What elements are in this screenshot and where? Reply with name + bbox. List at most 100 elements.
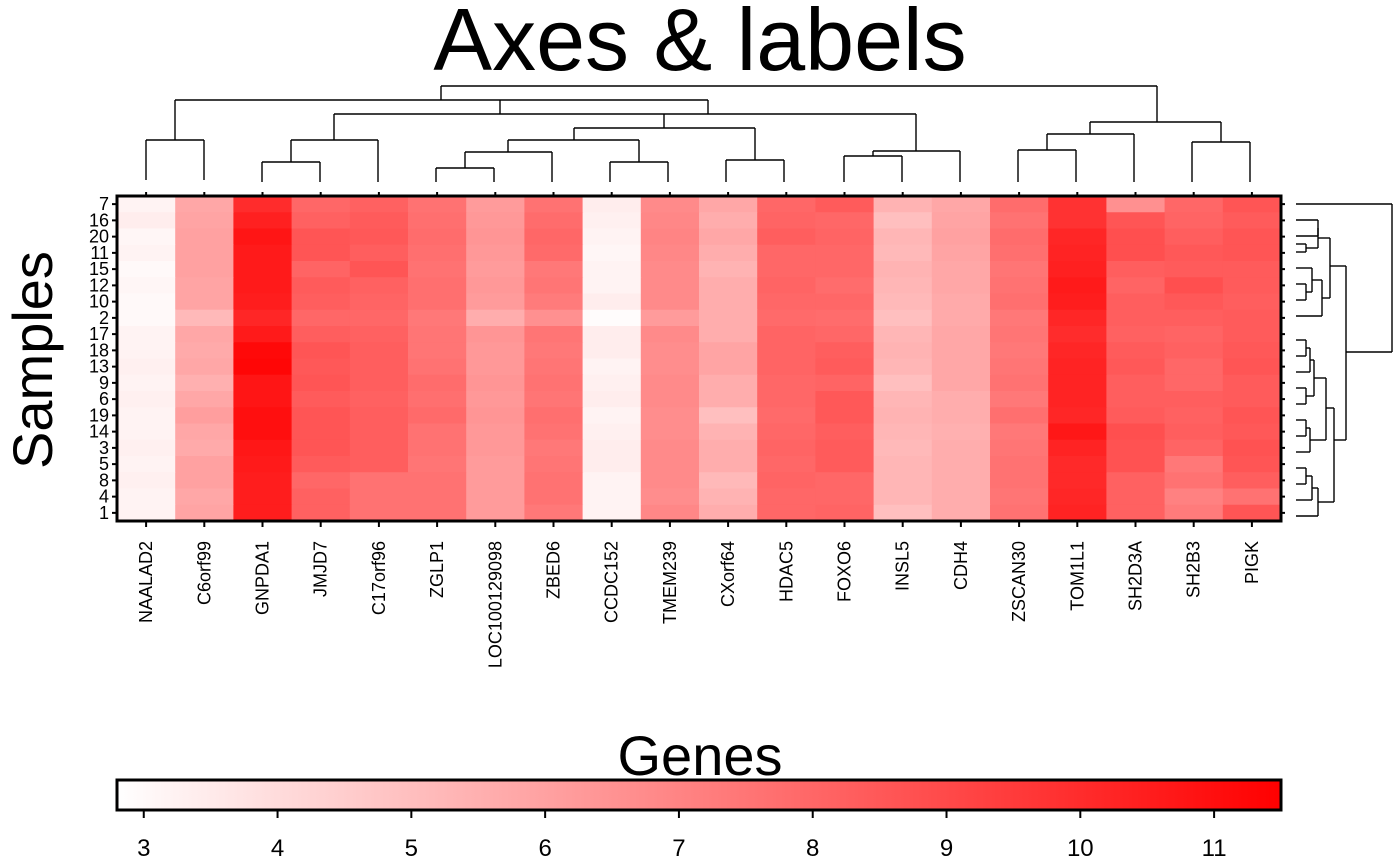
heatmap-cell	[931, 488, 991, 506]
heatmap-cell	[931, 261, 991, 278]
heatmap-cell	[1222, 261, 1282, 278]
heatmap-cell	[1164, 293, 1224, 311]
heatmap-cell	[931, 391, 991, 408]
column-label: FOXO6	[835, 541, 855, 602]
heatmap-cell	[640, 439, 700, 457]
heatmap-cell	[233, 196, 293, 213]
heatmap-cell	[349, 212, 409, 230]
heatmap-cell	[466, 228, 525, 246]
heatmap-cell	[931, 212, 991, 230]
heatmap-cell	[291, 277, 351, 295]
heatmap-cell	[757, 326, 816, 343]
heatmap-cell	[582, 488, 642, 506]
heatmap-cell	[349, 326, 409, 343]
heatmap-border	[115, 194, 1283, 523]
heatmap-cell	[466, 504, 525, 522]
heatmap-cell	[1164, 358, 1224, 376]
heatmap-cell	[117, 374, 176, 392]
heatmap-cell	[931, 326, 991, 343]
heatmap-cell	[408, 407, 467, 425]
heatmap-cell	[757, 293, 816, 311]
heatmap-cell	[175, 228, 234, 246]
heatmap-cell	[582, 391, 642, 408]
heatmap-cell	[1222, 228, 1282, 246]
heatmap-cell	[699, 423, 758, 441]
heatmap-cell	[1106, 342, 1166, 360]
heatmap-cell	[408, 423, 467, 441]
heatmap-cell	[349, 407, 409, 425]
row-label: 5	[99, 454, 109, 474]
heatmap-cell	[466, 358, 525, 376]
column-label: NAALAD2	[136, 541, 156, 623]
colorbar-tick-label: 7	[672, 835, 685, 862]
colorbar-tick-label: 9	[940, 835, 953, 862]
heatmap-cell	[582, 293, 642, 311]
heatmap-cell	[582, 407, 642, 425]
heatmap-cell	[117, 212, 176, 230]
heatmap-cell	[931, 439, 991, 457]
heatmap-cell	[582, 261, 642, 278]
column-label: CCDC152	[602, 541, 622, 623]
heatmap-cell	[582, 423, 642, 441]
heatmap-cell	[873, 342, 933, 360]
heatmap-cell	[990, 277, 1049, 295]
heatmap-cell	[873, 439, 933, 457]
heatmap-cell	[1106, 261, 1166, 278]
heatmap-cell	[524, 456, 584, 473]
heatmap-cell	[990, 391, 1049, 408]
heatmap-cell	[349, 309, 409, 327]
heatmap-cell	[349, 439, 409, 457]
heatmap-cell	[175, 407, 234, 425]
heatmap-cell	[175, 277, 234, 295]
heatmap-cell	[699, 504, 758, 522]
heatmap-cell	[1048, 244, 1107, 262]
heatmap-cell	[640, 504, 700, 522]
heatmap-cell	[815, 293, 875, 311]
heatmap-cell	[640, 326, 700, 343]
heatmap-cell	[699, 228, 758, 246]
heatmap-cell	[291, 244, 351, 262]
heatmap-cell	[291, 439, 351, 457]
heatmap-cell	[815, 423, 875, 441]
heatmap-cell	[931, 423, 991, 441]
heatmap-cell	[466, 456, 525, 473]
column-label: ZGLP1	[427, 541, 447, 598]
heatmap-cell	[466, 277, 525, 295]
heatmap-cell	[990, 342, 1049, 360]
heatmap-cell	[815, 488, 875, 506]
heatmap-cell	[873, 456, 933, 473]
heatmap-cell	[1106, 472, 1166, 490]
heatmap-cells	[117, 196, 1282, 522]
heatmap-cell	[1048, 504, 1107, 522]
heatmap-cell	[815, 342, 875, 360]
heatmap-cell	[1222, 342, 1282, 360]
heatmap-cell	[117, 261, 176, 278]
heatmap-cell	[524, 277, 584, 295]
heatmap-cell	[1164, 277, 1224, 295]
heatmap-cell	[524, 212, 584, 230]
heatmap-cell	[466, 261, 525, 278]
heatmap-cell	[408, 342, 467, 360]
heatmap-cell	[408, 374, 467, 392]
heatmap-cell	[408, 293, 467, 311]
heatmap-cell	[1222, 309, 1282, 327]
heatmap-cell	[757, 358, 816, 376]
heatmap-cell	[931, 277, 991, 295]
heatmap-cell	[699, 488, 758, 506]
heatmap-cell	[524, 472, 584, 490]
heatmap-cell	[757, 309, 816, 327]
heatmap-cell	[466, 196, 525, 213]
heatmap-cell	[1048, 228, 1107, 246]
heatmap-cell	[699, 391, 758, 408]
colorbar-tick-label: 3	[137, 835, 150, 862]
heatmap-cell	[990, 407, 1049, 425]
heatmap-cell	[408, 391, 467, 408]
heatmap-cell	[990, 358, 1049, 376]
row-label: 4	[99, 487, 109, 507]
column-label: JMJD7	[311, 541, 331, 597]
heatmap-cell	[117, 293, 176, 311]
heatmap-cell	[117, 277, 176, 295]
heatmap-cell	[1164, 244, 1224, 262]
heatmap-cell	[699, 261, 758, 278]
